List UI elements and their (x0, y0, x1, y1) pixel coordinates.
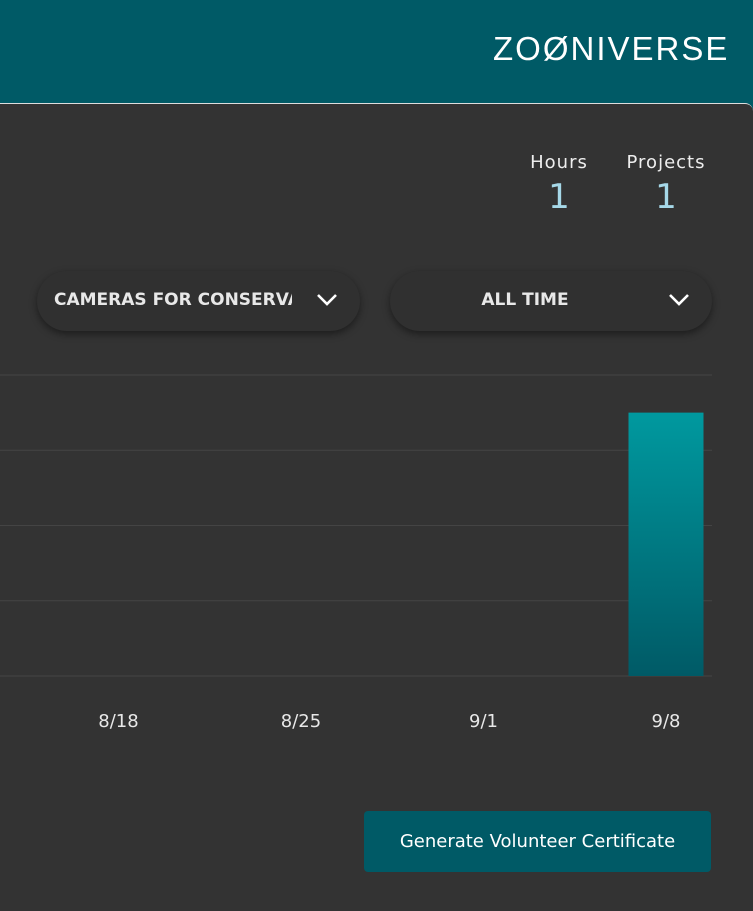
chevron (317, 294, 337, 306)
project-select[interactable]: CAMERAS FOR CONSERVATION (37, 271, 360, 331)
chart: 8/18 8/25 9/1 9/8 (0, 374, 712, 732)
chevron (669, 294, 689, 306)
stat: Projects 1 (606, 152, 726, 217)
x-tick-label: 8/18 (98, 711, 138, 732)
bar (628, 412, 704, 676)
logo[interactable]: ZOØNIVERSE (493, 30, 730, 67)
header: ZOØNIVERSE (0, 0, 753, 103)
select-label: ALL TIME (481, 290, 569, 310)
x-tick-label: 9/1 (469, 711, 498, 732)
x-tick-label: 8/25 (281, 711, 321, 732)
stat-label: Hours (530, 152, 588, 173)
time-select[interactable]: ALL TIME (390, 271, 712, 331)
stats-panel: Hours 1 Projects 1 CAMERAS FOR CONSERVAT… (0, 103, 753, 911)
x-tick-label: 9/8 (652, 711, 681, 732)
select-label: CAMERAS FOR CONSERVATION (54, 290, 292, 310)
stat-value: 1 (548, 177, 570, 217)
stat-label: Projects (626, 152, 706, 173)
stat-value: 1 (655, 177, 677, 217)
stat: Hours 1 (499, 152, 619, 217)
certificate-button[interactable]: Generate Volunteer Certificate (364, 811, 711, 872)
